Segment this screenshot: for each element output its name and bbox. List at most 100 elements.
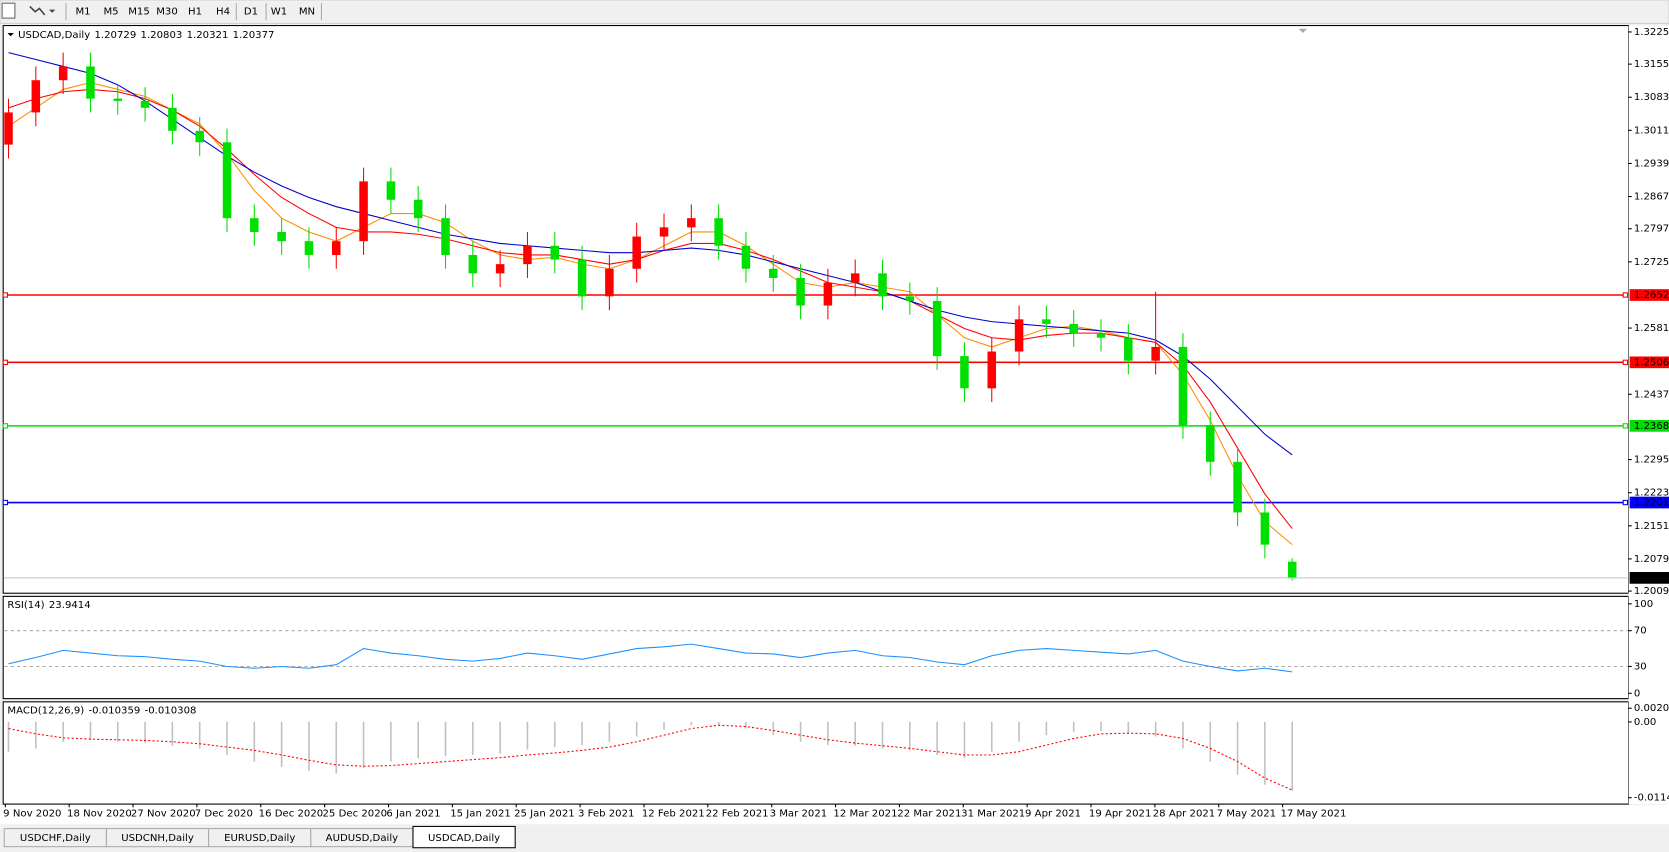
macd-bar <box>308 721 310 771</box>
period-button[interactable]: D1 <box>244 7 258 18</box>
level-label: 1.22016 <box>1634 498 1669 509</box>
macd-bar <box>226 721 228 755</box>
candle-body <box>58 66 68 81</box>
candle-body <box>905 296 915 301</box>
dropdown-arrow[interactable] <box>48 9 56 13</box>
level-handle[interactable] <box>2 292 8 298</box>
level-handle[interactable] <box>2 423 8 429</box>
macd-bar <box>390 721 392 762</box>
period-button[interactable]: M1 <box>75 7 90 18</box>
macd-bar <box>635 721 638 737</box>
x-tick-label: 31 Mar 2021 <box>961 809 1025 820</box>
candle-body <box>413 199 423 219</box>
indicator-line <box>8 643 1293 673</box>
x-tick-label: 7 May 2021 <box>1217 809 1276 820</box>
period-button[interactable]: M15 <box>128 7 150 18</box>
y-tick-label: 1.22230 <box>1634 488 1669 499</box>
level-label: 1.23683 <box>1634 421 1669 432</box>
indicator-value: 23.9414 <box>49 600 91 611</box>
macd-bar <box>745 721 747 729</box>
candle-body <box>823 282 833 306</box>
tab-label[interactable]: USDCHF,Daily <box>20 833 91 844</box>
rsi-panel <box>2 595 1630 700</box>
x-tick-label: 3 Feb 2021 <box>578 809 634 820</box>
period-button[interactable]: M30 <box>156 7 178 18</box>
tab-label[interactable]: AUDUSD,Daily <box>326 833 398 844</box>
candle-body <box>878 273 887 297</box>
tab-label[interactable]: USDCNH,Daily <box>121 833 194 844</box>
signal-line <box>8 724 1293 791</box>
candle-body <box>1151 346 1160 361</box>
macd-bar <box>963 721 966 759</box>
y-tick-label: 1.32250 <box>1634 27 1669 38</box>
macd-bar <box>1018 721 1020 742</box>
current-price-box <box>1629 572 1669 584</box>
macd-bar <box>690 721 693 726</box>
x-tick-label: 9 Apr 2021 <box>1025 809 1081 820</box>
y-tick-label: 0 <box>1634 688 1640 699</box>
macd-bar <box>444 721 447 757</box>
x-tick-label: 16 Dec 2020 <box>259 809 324 820</box>
macd-bar <box>198 721 201 749</box>
candle-body <box>1014 319 1024 352</box>
x-tick-label: 15 Jan 2021 <box>450 809 511 820</box>
macd-bar <box>253 721 256 762</box>
level-handle[interactable] <box>1622 499 1629 506</box>
tab-label[interactable]: EURUSD,Daily <box>224 833 295 844</box>
candle-body <box>577 259 587 297</box>
level-handle[interactable] <box>1622 423 1629 429</box>
indicator-name: RSI(14) <box>7 600 44 611</box>
macd-bar <box>1127 721 1130 734</box>
candle-body <box>1260 512 1270 545</box>
x-tick-label: 25 Dec 2020 <box>323 809 388 820</box>
macd-bar <box>472 721 474 755</box>
macd-bar <box>62 721 64 742</box>
candle-body <box>441 218 450 255</box>
x-tick-label: 17 May 2021 <box>1280 809 1346 820</box>
period-button[interactable]: H1 <box>188 7 202 18</box>
macd-bar <box>1100 721 1102 732</box>
candle-body <box>1096 333 1106 338</box>
level-handle[interactable] <box>2 499 8 506</box>
candle-body <box>386 181 396 200</box>
price-scale <box>1628 25 1669 805</box>
candle-body <box>4 112 13 145</box>
header-field: 1.20803 <box>141 30 183 41</box>
tab[interactable] <box>412 825 516 849</box>
candle-body <box>168 107 177 131</box>
y-tick-label: 1.20090 <box>1634 586 1669 597</box>
x-tick-label: 28 Apr 2021 <box>1153 809 1215 820</box>
macd-bar <box>936 721 938 755</box>
toolbar-icon[interactable] <box>1 2 16 19</box>
candle-body <box>796 277 805 306</box>
main-chart-panel <box>2 25 1630 594</box>
y-tick-label: 1.22950 <box>1634 455 1669 466</box>
y-tick-label: 0.00 <box>1634 717 1657 728</box>
indicator-name: MACD(12,26,9) <box>7 705 84 716</box>
candle-body <box>769 268 778 278</box>
level-handle[interactable] <box>1622 359 1629 365</box>
x-tick-label: 12 Feb 2021 <box>642 809 705 820</box>
tab-label[interactable]: USDCAD,Daily <box>428 833 500 844</box>
period-button[interactable]: MN <box>299 7 315 18</box>
level-handle[interactable] <box>1622 292 1629 298</box>
macd-bar <box>827 721 829 746</box>
macd-bar <box>881 721 884 749</box>
header-field: 1.20377 <box>233 30 275 41</box>
candle-body <box>1042 319 1051 324</box>
period-button[interactable]: H4 <box>216 7 230 18</box>
candle-body <box>332 241 341 255</box>
y-tick-label: 1.30110 <box>1634 125 1669 136</box>
toolbar-icon[interactable] <box>29 5 46 16</box>
y-tick-label: 1.21510 <box>1634 521 1669 532</box>
indicator-value: -0.010359 <box>88 705 140 716</box>
level-handle[interactable] <box>2 359 8 365</box>
macd-bar <box>1209 721 1212 762</box>
y-tick-label: 1.31550 <box>1634 59 1669 70</box>
period-button[interactable]: M5 <box>103 7 118 18</box>
macd-bar <box>990 721 993 752</box>
macd-bar <box>1045 721 1048 736</box>
chart-menu-arrow[interactable] <box>7 33 14 37</box>
period-button[interactable]: W1 <box>271 7 287 18</box>
